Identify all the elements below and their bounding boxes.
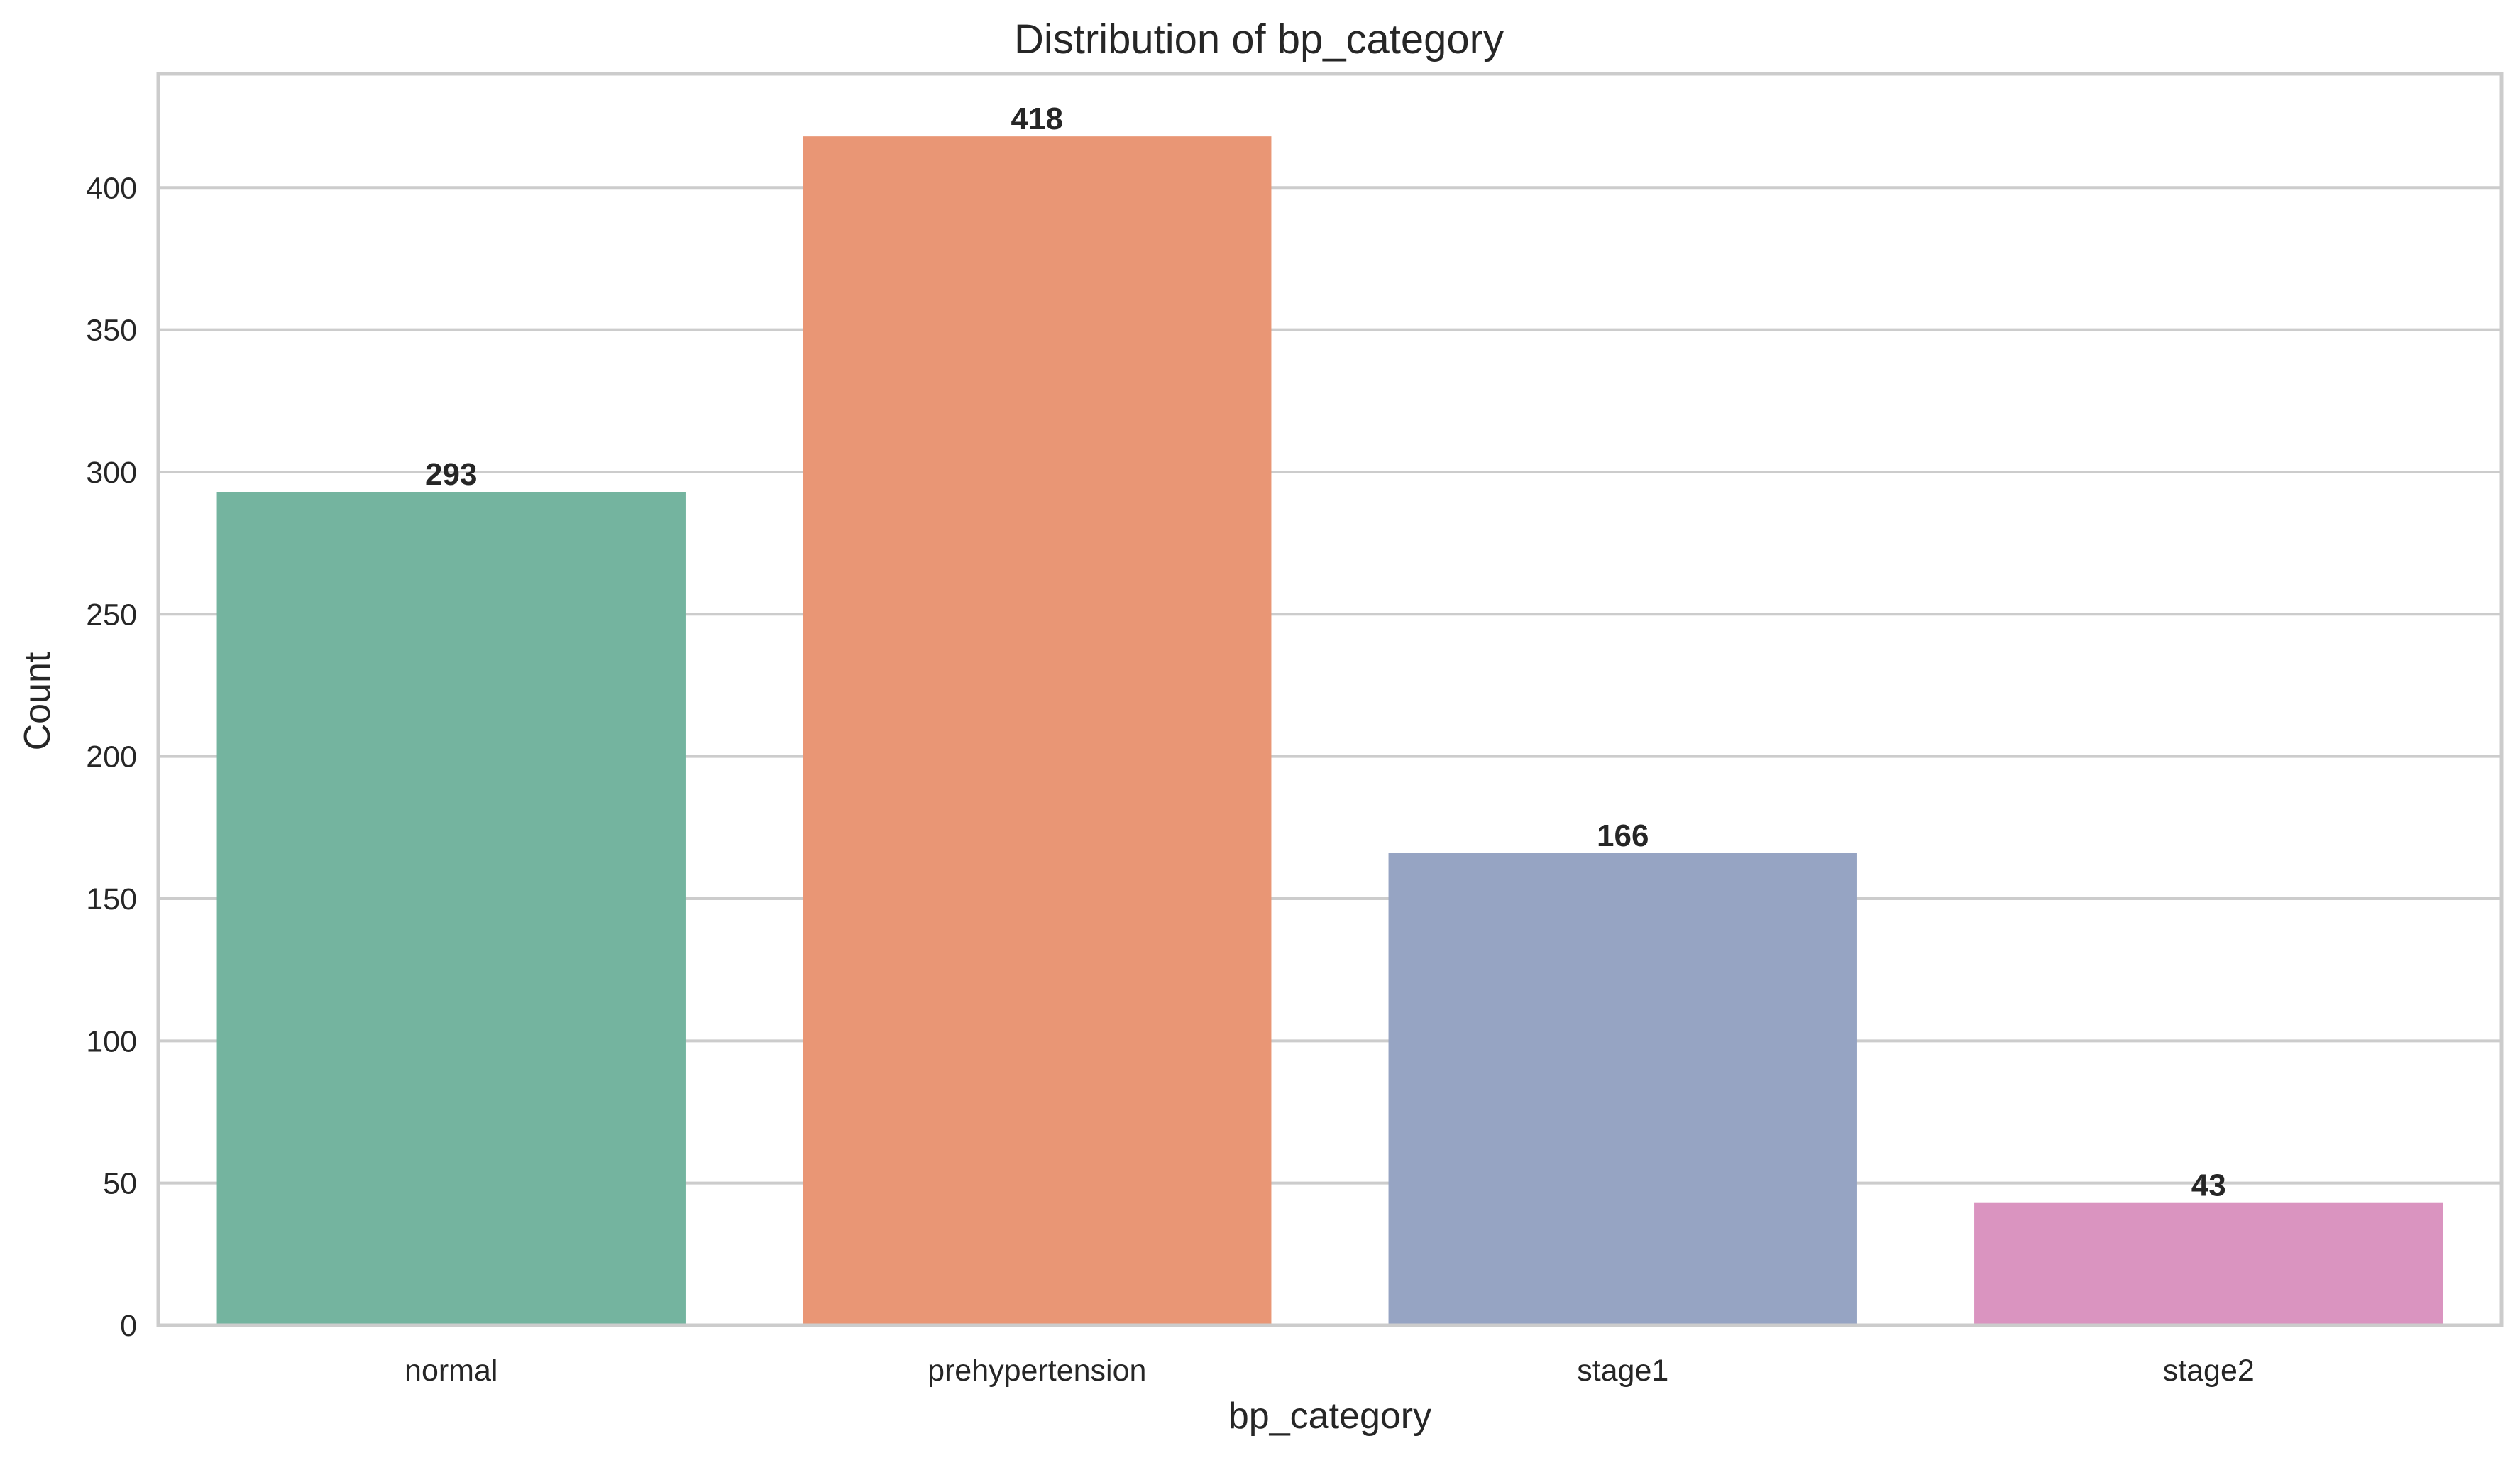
y-tick-label: 350 <box>86 314 137 348</box>
x-tick-label-stage1: stage1 <box>1577 1354 1668 1388</box>
y-tick-label: 100 <box>86 1024 137 1058</box>
y-tick-label: 150 <box>86 882 137 916</box>
y-tick-label: 300 <box>86 456 137 490</box>
bar-prehypertension <box>803 136 1272 1325</box>
x-tick-label-prehypertension: prehypertension <box>928 1354 1146 1388</box>
y-axis-ticks: 0 50 100 150 200 250 300 350 400 <box>86 171 137 1343</box>
bar-stage2 <box>1974 1202 2443 1325</box>
y-tick-label: 250 <box>86 598 137 632</box>
x-tick-label-stage2: stage2 <box>2163 1354 2255 1388</box>
plot-frame <box>156 72 2504 1327</box>
chart-title: Distribution of bp_category <box>1014 16 1504 62</box>
y-axis-title: Count <box>17 652 58 750</box>
bar-normal <box>216 492 686 1326</box>
data-label-stage2: 43 <box>2191 1168 2226 1203</box>
bars <box>216 136 2443 1326</box>
data-label-prehypertension: 418 <box>1011 102 1063 136</box>
x-tick-label-normal: normal <box>405 1354 497 1388</box>
data-label-normal: 293 <box>425 457 477 492</box>
x-axis-title: bp_category <box>1228 1396 1431 1437</box>
bar-stage1 <box>1388 853 1857 1325</box>
data-label-stage1: 166 <box>1597 818 1649 853</box>
data-labels: 293 418 166 43 <box>425 102 2226 1203</box>
x-axis-ticks: normal prehypertension stage1 stage2 <box>405 1354 2255 1388</box>
y-tick-label: 50 <box>103 1167 137 1201</box>
y-tick-label: 0 <box>120 1309 137 1343</box>
y-tick-label: 400 <box>86 171 137 205</box>
y-tick-label: 200 <box>86 740 137 774</box>
